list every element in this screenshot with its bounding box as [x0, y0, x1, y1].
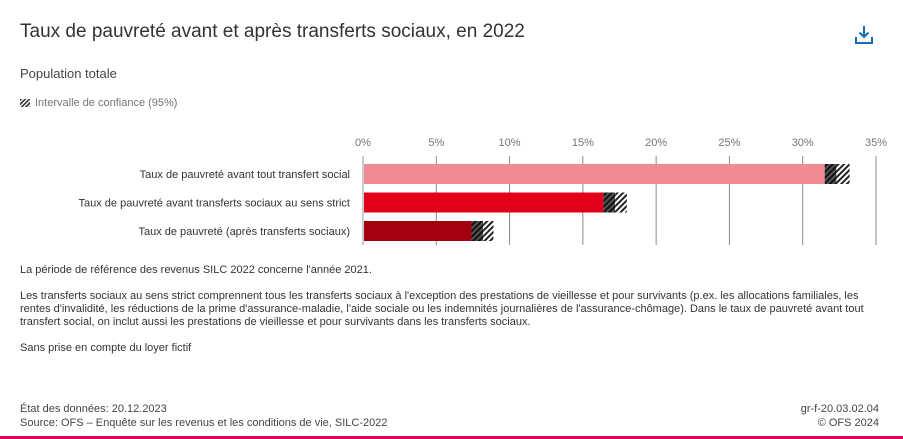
download-button[interactable]	[853, 24, 875, 46]
chart-notes: La période de référence des revenus SILC…	[20, 264, 890, 368]
hatch-pattern-icon	[20, 99, 30, 107]
category-label: Taux de pauvreté avant transferts sociau…	[79, 198, 350, 210]
chart-code: gr-f-20.03.02.04	[800, 403, 879, 415]
x-tick-label: 0%	[355, 137, 371, 149]
x-tick-label: 10%	[499, 137, 521, 149]
bar[interactable]	[364, 192, 604, 213]
download-icon	[855, 26, 873, 44]
ci-lower-segment	[603, 192, 616, 213]
x-tick-label: 20%	[645, 137, 667, 149]
footer-left: État des données: 20.12.2023 Source: OFS…	[20, 402, 387, 430]
ci-upper-segment	[615, 192, 627, 213]
x-tick-label: 15%	[572, 137, 594, 149]
ci-lower-segment	[824, 164, 837, 184]
footer-right: gr-f-20.03.02.04 © OFS 2024	[801, 402, 879, 430]
category-label: Taux de pauvreté (après transferts socia…	[138, 226, 350, 238]
bar[interactable]	[364, 164, 825, 184]
chart-title: Taux de pauvreté avant et après transfer…	[20, 21, 525, 42]
x-tick-label: 5%	[428, 137, 444, 149]
bar[interactable]	[364, 221, 472, 241]
ci-lower-segment	[471, 221, 484, 241]
bottom-band	[0, 436, 903, 439]
bar-chart: 0% 5% 10% 15% 20% 25% 30% 35% Taux de pauvreté …	[79, 137, 887, 245]
note-definition: Les transferts sociaux au sens strict co…	[20, 290, 864, 328]
legend-label: Intervalle de confiance (95%)	[35, 97, 178, 109]
legend: Intervalle de confiance (95%)	[20, 97, 177, 109]
x-tick-label: 30%	[792, 137, 814, 149]
tick-labels: 0% 5% 10% 15% 20% 25% 30% 35%	[355, 137, 887, 149]
ci-upper-segment	[836, 164, 850, 184]
category-label: Taux de pauvreté avant tout transfert so…	[140, 169, 350, 181]
chart-subtitle: Population totale	[20, 66, 117, 81]
ci-upper-segment	[483, 221, 494, 241]
note-reference-period: La période de référence des revenus SILC…	[20, 264, 372, 276]
bars	[364, 164, 850, 241]
x-tick-label: 25%	[718, 137, 740, 149]
note-imputed-rent: Sans prise en compte du loyer fictif	[20, 342, 192, 354]
x-tick-label: 35%	[865, 137, 887, 149]
copyright: © OFS 2024	[817, 417, 879, 429]
data-state: État des données: 20.12.2023	[20, 403, 167, 415]
category-labels: Taux de pauvreté avant tout transfert so…	[79, 169, 350, 238]
source-text: Source: OFS – Enquête sur les revenus et…	[20, 417, 388, 429]
